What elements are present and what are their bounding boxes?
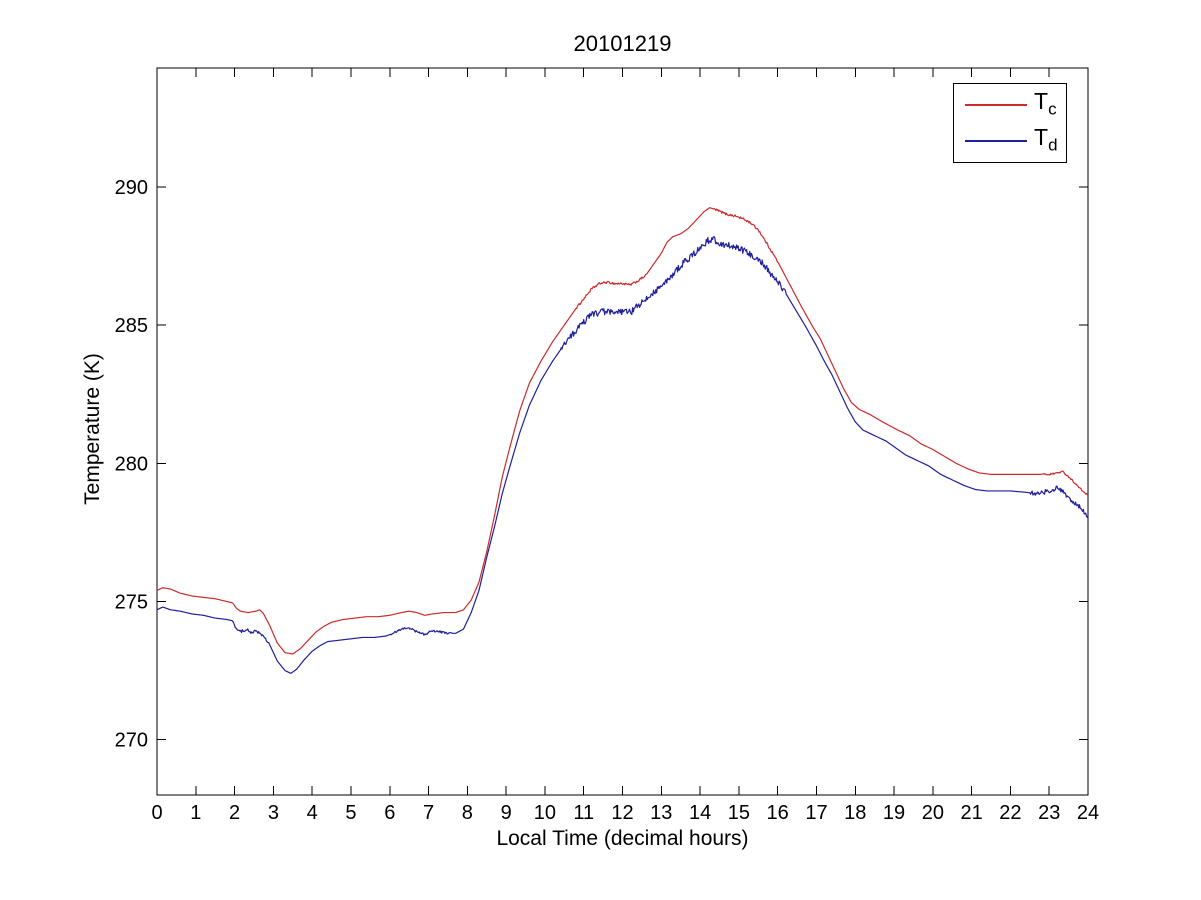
chart-title: 20101219 [573, 31, 672, 56]
legend: Tc Td [953, 83, 1067, 163]
x-tick-label: 1 [190, 802, 201, 824]
x-tick-label: 23 [1038, 802, 1060, 824]
x-tick-label: 14 [689, 802, 711, 824]
x-tick-label: 17 [805, 802, 827, 824]
legend-label-tc-main: T [1034, 87, 1049, 114]
x-tick-label: 15 [728, 802, 750, 824]
legend-label-td: Td [1034, 123, 1058, 157]
legend-entry-td: Td [954, 123, 1066, 157]
legend-label-tc-sub: c [1048, 99, 1057, 119]
x-tick-label: 22 [999, 802, 1021, 824]
y-tick-label: 275 [115, 592, 148, 614]
x-tick-label: 10 [534, 802, 556, 824]
y-tick-label: 270 [115, 730, 148, 752]
y-tick-label: 290 [115, 177, 148, 199]
x-tick-label: 11 [573, 802, 594, 824]
legend-label-td-main: T [1034, 123, 1049, 150]
series-line-td [156, 236, 1089, 674]
x-tick-label: 4 [307, 802, 318, 824]
y-tick-label: 280 [115, 453, 148, 475]
legend-label-td-sub: d [1048, 135, 1058, 155]
legend-line-tc [965, 103, 1027, 106]
legend-entry-tc: Tc [954, 87, 1066, 121]
x-tick-label: 5 [345, 802, 356, 824]
y-axis-label: Temperature (K) [81, 353, 104, 505]
legend-label-tc: Tc [1034, 87, 1057, 121]
x-axis-label: Local Time (decimal hours) [496, 827, 749, 850]
legend-line-td [965, 140, 1027, 143]
x-tick-label: 6 [384, 802, 395, 824]
x-tick-label: 7 [423, 802, 434, 824]
x-tick-label: 20 [922, 802, 944, 824]
x-tick-label: 16 [767, 802, 789, 824]
x-tick-label: 8 [462, 802, 473, 824]
x-tick-label: 21 [961, 802, 983, 824]
x-tick-label: 13 [650, 802, 672, 824]
x-tick-label: 19 [883, 802, 905, 824]
x-tick-label: 9 [501, 802, 512, 824]
x-tick-label: 3 [268, 802, 279, 824]
axes-box [156, 67, 1089, 796]
x-tick-label: 18 [844, 802, 866, 824]
x-tick-label: 0 [151, 802, 162, 824]
x-tick-label: 2 [229, 802, 240, 824]
x-tick-label: 12 [611, 802, 633, 824]
x-tick-label: 24 [1077, 802, 1099, 824]
series-line-tc [156, 207, 1089, 655]
y-tick-label: 285 [115, 315, 148, 337]
